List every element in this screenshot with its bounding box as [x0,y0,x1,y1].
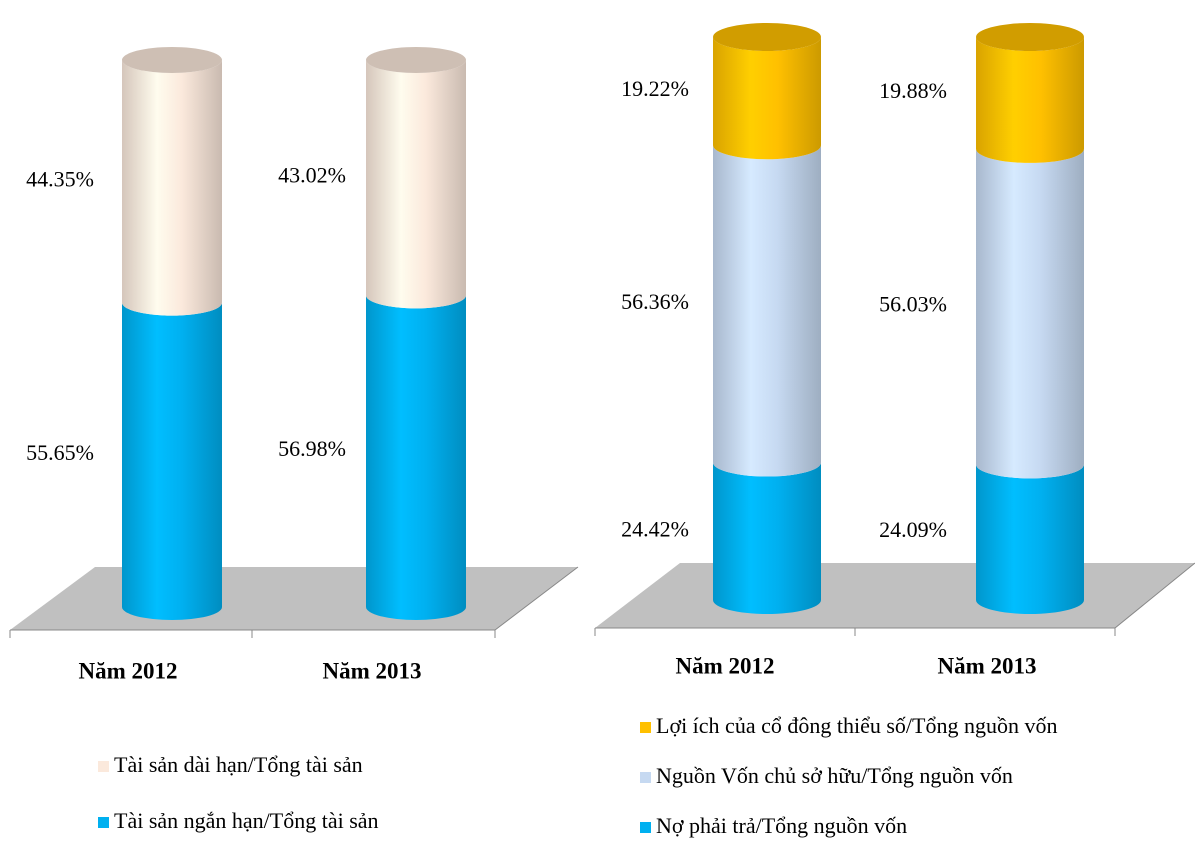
bar-top [976,23,1084,51]
floor [595,563,1195,628]
legend-label: Tài sản dài hạn/Tổng tài sản [114,752,363,777]
x-tick-label: Năm 2012 [675,653,774,678]
value-label: 24.09% [879,517,947,542]
bar-segment [713,462,821,614]
x-tick-label: Năm 2013 [322,658,421,683]
bar-segment [713,37,821,160]
bar-top [122,47,222,73]
bar-segment [122,302,222,620]
value-label: 24.42% [621,516,689,541]
legend-label: Tài sản ngắn hạn/Tổng tài sản [114,808,379,833]
legend-swatch [640,722,651,733]
bar-segment [976,37,1084,163]
x-tick-label: Năm 2012 [78,658,177,683]
bar-top [366,47,466,73]
value-label: 56.98% [278,436,346,461]
bar-segment [366,295,466,620]
bar-segment [366,60,466,309]
legend-swatch [98,761,109,772]
value-label: 44.35% [26,166,94,191]
floor [10,567,578,630]
value-label: 43.02% [278,163,346,188]
bar-segment [976,464,1084,614]
legend-label: Lợi ích của cổ đông thiểu số/Tổng nguồn … [656,713,1057,738]
value-label: 56.36% [621,289,689,314]
value-label: 56.03% [879,292,947,317]
value-label: 19.88% [879,78,947,103]
bar-segment [713,145,821,477]
legend-label: Nợ phải trả/Tổng nguồn vốn [656,813,907,838]
legend-swatch [98,817,109,828]
value-label: 55.65% [26,440,94,465]
x-tick-label: Năm 2013 [937,653,1036,678]
bar-segment [976,148,1084,479]
legend-label: Nguồn Vốn chủ sở hữu/Tổng nguồn vốn [656,763,1013,788]
legend-swatch [640,772,651,783]
value-label: 19.22% [621,76,689,101]
bar-segment [122,60,222,316]
bar-top [713,23,821,51]
legend-swatch [640,822,651,833]
